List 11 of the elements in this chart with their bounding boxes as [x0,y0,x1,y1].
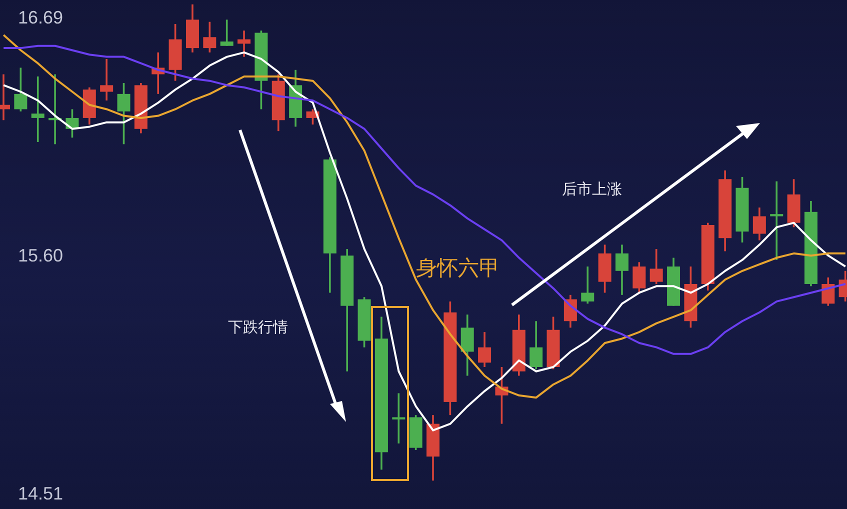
y-tick-label: 14.51 [18,484,64,504]
y-tick-label: 15.60 [18,246,64,266]
y-tick-label: 16.69 [18,7,64,28]
candlestick [100,58,114,100]
annotation: 后市上涨 [562,180,622,199]
candlestick [770,181,784,260]
candlestick [392,393,406,444]
candlestick [31,76,44,142]
line-series [2,44,846,355]
annotation: 下跌行情 [228,318,288,337]
annotation: 身怀六甲 [416,255,500,282]
